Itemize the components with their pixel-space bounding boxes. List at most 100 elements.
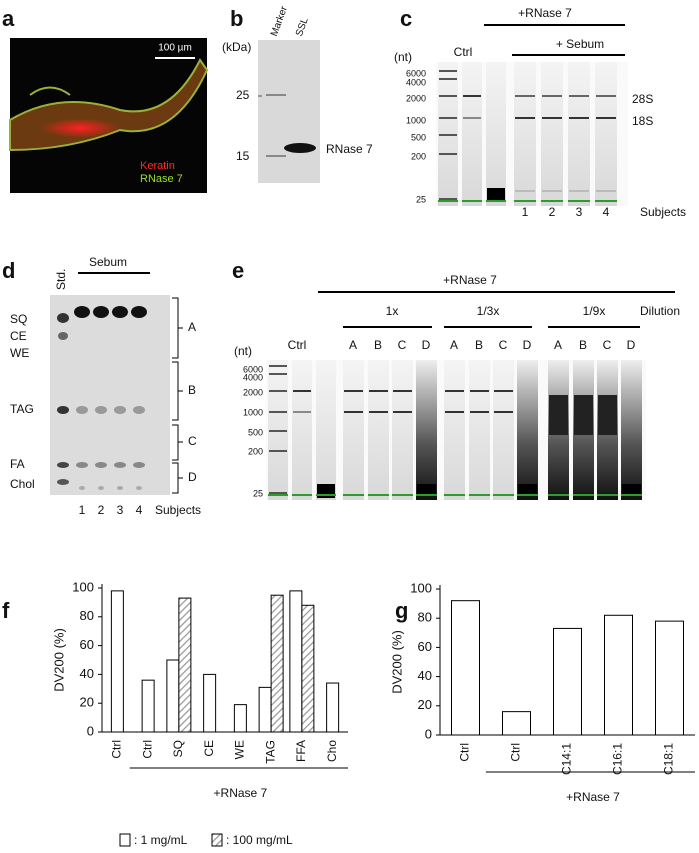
subjects-label: Subjects bbox=[640, 205, 686, 219]
lipid-label: CE bbox=[10, 329, 27, 343]
marker-label: 25 bbox=[253, 488, 263, 498]
gel-band bbox=[487, 188, 505, 202]
subject-label: 4 bbox=[603, 205, 610, 219]
lane-label: B bbox=[475, 338, 483, 352]
unit-label: (kDa) bbox=[222, 40, 251, 54]
gel-lane bbox=[486, 62, 506, 206]
gel-front bbox=[517, 494, 538, 496]
gel-band bbox=[269, 430, 287, 432]
marker-label: 1000 bbox=[243, 407, 263, 417]
marker-label: 200 bbox=[248, 446, 263, 456]
dilution-label: 1x bbox=[386, 304, 399, 318]
tlc-spot bbox=[74, 306, 90, 318]
gel-band bbox=[494, 390, 513, 392]
gel-band bbox=[574, 395, 593, 435]
lipid-label: SQ bbox=[10, 312, 27, 326]
tlc-spot bbox=[131, 306, 147, 318]
group-label: + Sebum bbox=[556, 37, 604, 51]
scale-label: 100 µm bbox=[158, 43, 192, 54]
bar bbox=[110, 590, 124, 733]
gel-band bbox=[417, 484, 436, 494]
bar bbox=[326, 682, 340, 733]
bar bbox=[301, 604, 315, 733]
lane-label: D bbox=[627, 338, 636, 352]
gel-lane bbox=[595, 62, 617, 206]
y-tick-label: 40 bbox=[418, 668, 432, 683]
gel-front bbox=[343, 494, 364, 496]
fraction-label: D bbox=[188, 470, 197, 484]
gel-band bbox=[622, 484, 641, 494]
tlc-spot bbox=[58, 332, 68, 340]
x-tick-label: WE bbox=[233, 740, 247, 759]
fraction-label: A bbox=[188, 320, 196, 334]
gel-band bbox=[542, 117, 562, 119]
gel-lane bbox=[316, 360, 336, 500]
gel-lane bbox=[493, 360, 514, 500]
gel-band bbox=[293, 411, 311, 413]
fraction-brackets bbox=[172, 297, 183, 494]
gel-band bbox=[515, 117, 535, 119]
lane-label: A bbox=[450, 338, 458, 352]
gel-band bbox=[293, 390, 311, 392]
x-tick-label: Ctrl bbox=[458, 743, 472, 762]
y-tick-label: 100 bbox=[410, 580, 432, 595]
gel-front bbox=[597, 494, 618, 496]
subject-label: 1 bbox=[522, 205, 529, 219]
marker-label: 25 bbox=[236, 88, 250, 102]
subject-label: 2 bbox=[549, 205, 556, 219]
band-label: 18S bbox=[632, 114, 653, 128]
y-tick-label: 60 bbox=[80, 637, 94, 652]
lane-label: Ctrl bbox=[288, 338, 307, 352]
tlc-spot bbox=[57, 479, 69, 485]
legend-label: : 1 mg/mL bbox=[134, 833, 188, 847]
marker-label: 500 bbox=[411, 132, 426, 142]
tlc-spot bbox=[95, 406, 107, 414]
unit-label: (nt) bbox=[234, 344, 252, 358]
gel-band bbox=[542, 95, 562, 97]
gel-front bbox=[595, 200, 617, 202]
gel-lane bbox=[416, 360, 437, 500]
band-label: 28S bbox=[632, 92, 653, 106]
tlc-plate bbox=[50, 295, 170, 495]
gel-band bbox=[439, 153, 457, 155]
y-tick-label: 80 bbox=[80, 608, 94, 623]
panel-label: a bbox=[2, 6, 15, 31]
y-tick-label: 40 bbox=[80, 666, 94, 681]
lane-label: Std. bbox=[54, 269, 68, 290]
tlc-spot bbox=[117, 486, 123, 490]
gel-front bbox=[392, 494, 413, 496]
lane-label: D bbox=[422, 338, 431, 352]
lipid-label: Chol bbox=[10, 477, 35, 491]
group-label: +RNase 7 bbox=[214, 786, 268, 800]
gel-band bbox=[439, 95, 457, 97]
y-tick-label: 100 bbox=[72, 579, 94, 594]
bar bbox=[553, 627, 582, 736]
group-label: +RNase 7 bbox=[443, 273, 497, 287]
gel-band bbox=[515, 190, 535, 192]
bar bbox=[655, 620, 684, 736]
rnase-band bbox=[284, 143, 316, 153]
marker-label: 15 bbox=[236, 149, 250, 163]
marker-label: 4000 bbox=[406, 77, 426, 87]
gel-band bbox=[344, 411, 363, 413]
subject-label: 4 bbox=[136, 503, 143, 517]
gel-front bbox=[316, 494, 336, 496]
marker-label: 2000 bbox=[243, 387, 263, 397]
y-axis-label: DV200 (%) bbox=[389, 630, 404, 694]
y-tick-label: 0 bbox=[425, 726, 432, 741]
marker-label: 500 bbox=[248, 427, 263, 437]
gel-band bbox=[393, 411, 412, 413]
gel-front bbox=[493, 494, 514, 496]
subjects-label: Subjects bbox=[155, 503, 201, 517]
tlc-spot bbox=[112, 306, 128, 318]
bar bbox=[270, 594, 284, 733]
marker-label: 25 bbox=[416, 194, 426, 204]
y-tick-label: 60 bbox=[418, 639, 432, 654]
marker-label: 1000 bbox=[406, 115, 426, 125]
lane-label: C bbox=[499, 338, 508, 352]
subject-label: 3 bbox=[576, 205, 583, 219]
bar bbox=[604, 614, 633, 736]
tlc-spot bbox=[76, 406, 88, 414]
gel-band bbox=[494, 411, 513, 413]
gel-band bbox=[596, 117, 616, 119]
